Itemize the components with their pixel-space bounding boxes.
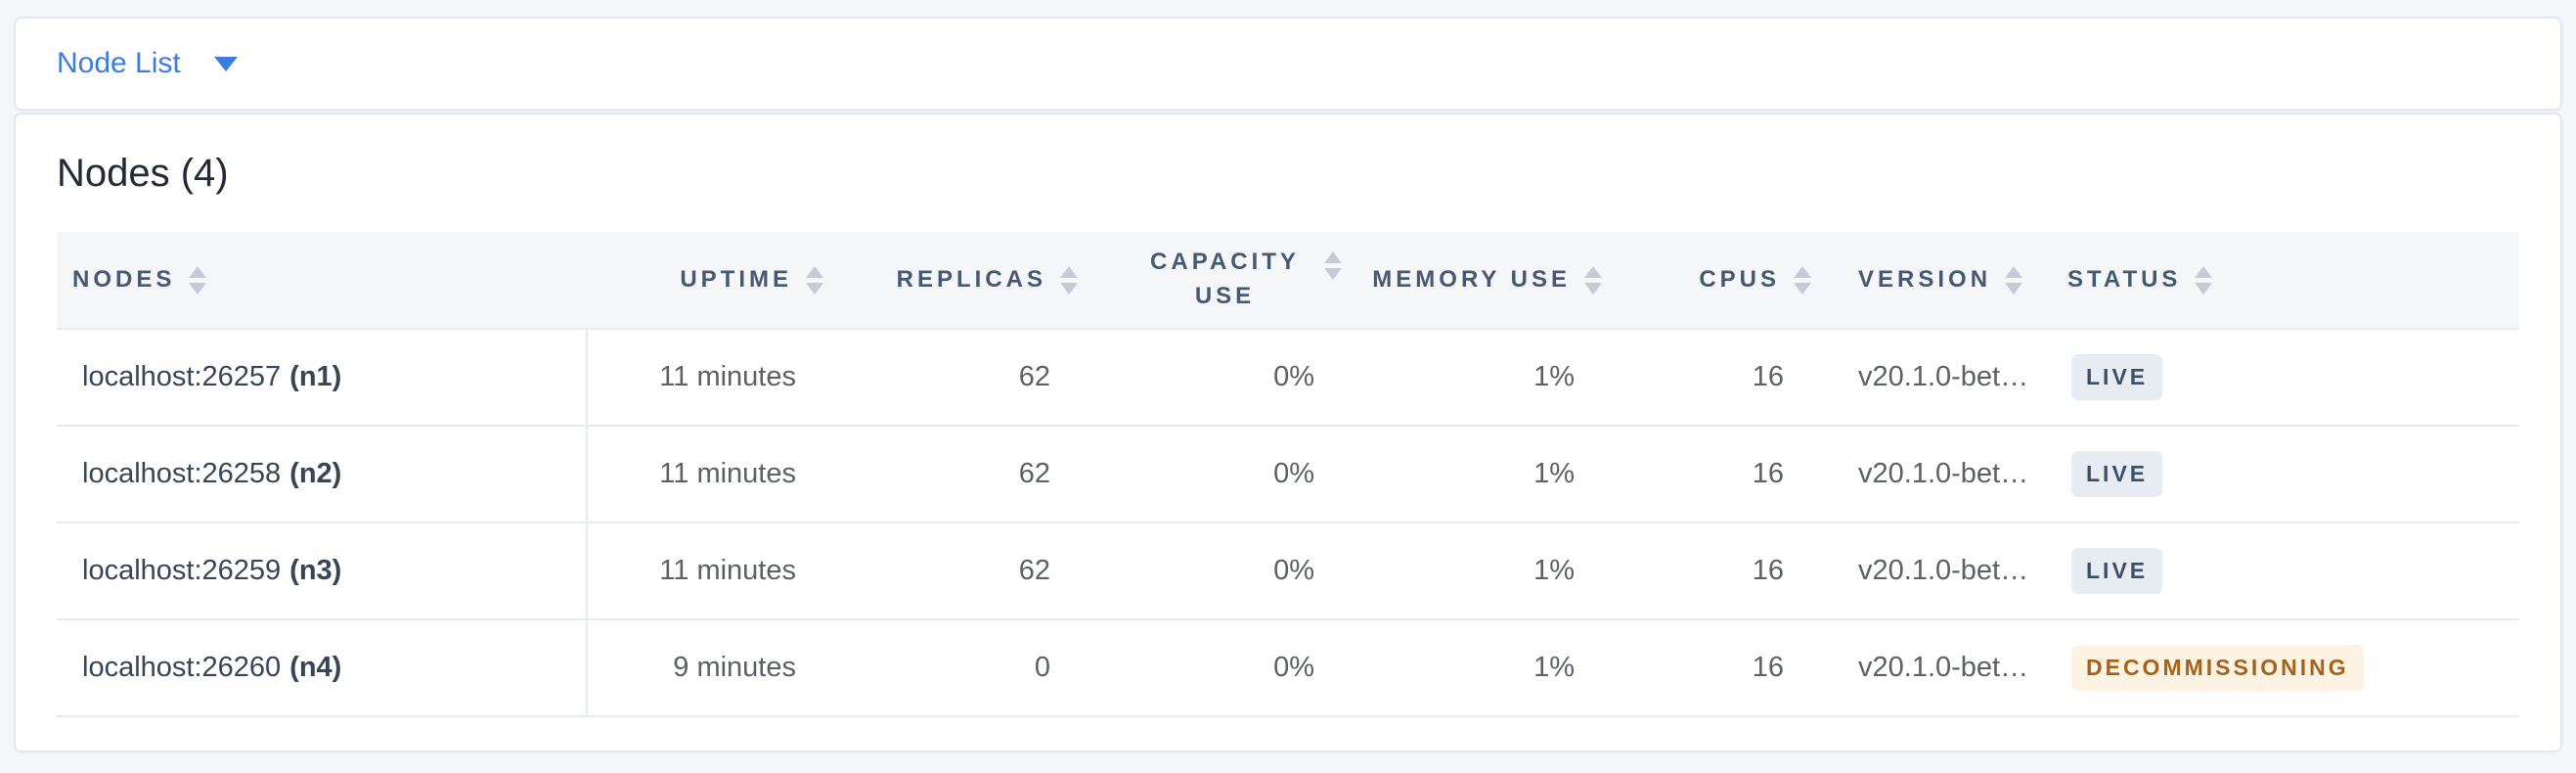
version-cell: v20.1.0-bet… [1831, 329, 2052, 427]
view-selector-bar: Node List [14, 17, 2562, 111]
uptime-cell: 11 minutes [587, 426, 843, 523]
table-row: localhost:26259 (n3) 11 minutes 62 0% 1% … [57, 523, 2519, 620]
sort-icon [1060, 265, 1078, 295]
column-header-uptime[interactable]: UPTIME [587, 232, 843, 330]
memory-use-cell: 1% [1361, 426, 1621, 523]
node-id: (n1) [289, 361, 342, 392]
uptime-cell: 11 minutes [587, 329, 843, 427]
cpus-cell: 16 [1621, 329, 1831, 427]
column-header-version[interactable]: VERSION [1831, 232, 2052, 330]
status-badge: DECOMMISSIONING [2071, 644, 2364, 692]
column-header-capacity-use[interactable]: CAPACITY USE [1097, 232, 1361, 330]
capacity-use-cell: 0% [1097, 329, 1361, 427]
node-address-cell[interactable]: localhost:26259 (n3) [57, 523, 588, 620]
node-id: (n4) [289, 652, 342, 683]
cpus-cell: 16 [1621, 523, 1831, 620]
table-row: localhost:26257 (n1) 11 minutes 62 0% 1% … [57, 329, 2519, 427]
page-title: Nodes (4) [57, 152, 229, 195]
table-row: localhost:26258 (n2) 11 minutes 62 0% 1% … [57, 426, 2519, 523]
replicas-cell: 62 [843, 523, 1097, 620]
column-header-cpus[interactable]: CPUS [1621, 232, 1831, 330]
column-header-status[interactable]: STATUS [2052, 232, 2519, 330]
version-cell: v20.1.0-bet… [1831, 523, 2052, 620]
status-cell: LIVE [2052, 329, 2519, 427]
status-cell: LIVE [2052, 523, 2519, 620]
node-address-cell[interactable]: localhost:26260 (n4) [57, 619, 588, 717]
sort-icon [2005, 265, 2023, 295]
capacity-use-cell: 0% [1097, 619, 1361, 717]
view-mode-label: Node List [57, 47, 181, 79]
capacity-use-cell: 0% [1097, 523, 1361, 620]
sort-icon [1794, 265, 1811, 295]
node-id: (n2) [289, 458, 342, 489]
status-badge: LIVE [2071, 353, 2163, 401]
memory-use-cell: 1% [1361, 329, 1621, 427]
sort-icon [806, 265, 823, 295]
table-header-row: NODES UPTIME REPLICAS CAPACITY USE MEMOR… [57, 232, 2519, 330]
memory-use-cell: 1% [1361, 523, 1621, 620]
status-cell: DECOMMISSIONING [2052, 619, 2519, 717]
sort-icon [2195, 265, 2213, 295]
memory-use-cell: 1% [1361, 619, 1621, 717]
replicas-cell: 0 [843, 619, 1097, 717]
column-header-memory-use[interactable]: MEMORY USE [1361, 232, 1621, 330]
sort-icon [1324, 251, 1342, 281]
version-cell: v20.1.0-bet… [1831, 619, 2052, 717]
replicas-cell: 62 [843, 329, 1097, 427]
status-cell: LIVE [2052, 426, 2519, 523]
cpus-cell: 16 [1621, 619, 1831, 717]
caret-down-icon [213, 56, 238, 71]
uptime-cell: 11 minutes [587, 523, 843, 620]
sort-icon [1584, 265, 1602, 295]
nodes-table: NODES UPTIME REPLICAS CAPACITY USE MEMOR… [57, 232, 2519, 717]
replicas-cell: 62 [843, 426, 1097, 523]
cpus-cell: 16 [1621, 426, 1831, 523]
sort-icon [189, 265, 207, 295]
node-id: (n3) [289, 555, 342, 586]
view-mode-dropdown[interactable]: Node List [57, 47, 238, 80]
node-address-cell[interactable]: localhost:26258 (n2) [57, 426, 588, 523]
capacity-use-cell: 0% [1097, 426, 1361, 523]
node-address-cell[interactable]: localhost:26257 (n1) [57, 329, 588, 427]
column-header-nodes[interactable]: NODES [57, 232, 587, 330]
version-cell: v20.1.0-bet… [1831, 426, 2052, 523]
table-row: localhost:26260 (n4) 9 minutes 0 0% 1% 16… [57, 619, 2519, 717]
column-header-replicas[interactable]: REPLICAS [843, 232, 1097, 330]
page: Node List Nodes (4) NODES UPTIME [14, 17, 2562, 752]
status-badge: LIVE [2071, 547, 2163, 595]
status-badge: LIVE [2071, 450, 2163, 498]
node-list-card: Nodes (4) NODES UPTIME REPLICAS [14, 113, 2562, 752]
uptime-cell: 9 minutes [587, 619, 843, 717]
